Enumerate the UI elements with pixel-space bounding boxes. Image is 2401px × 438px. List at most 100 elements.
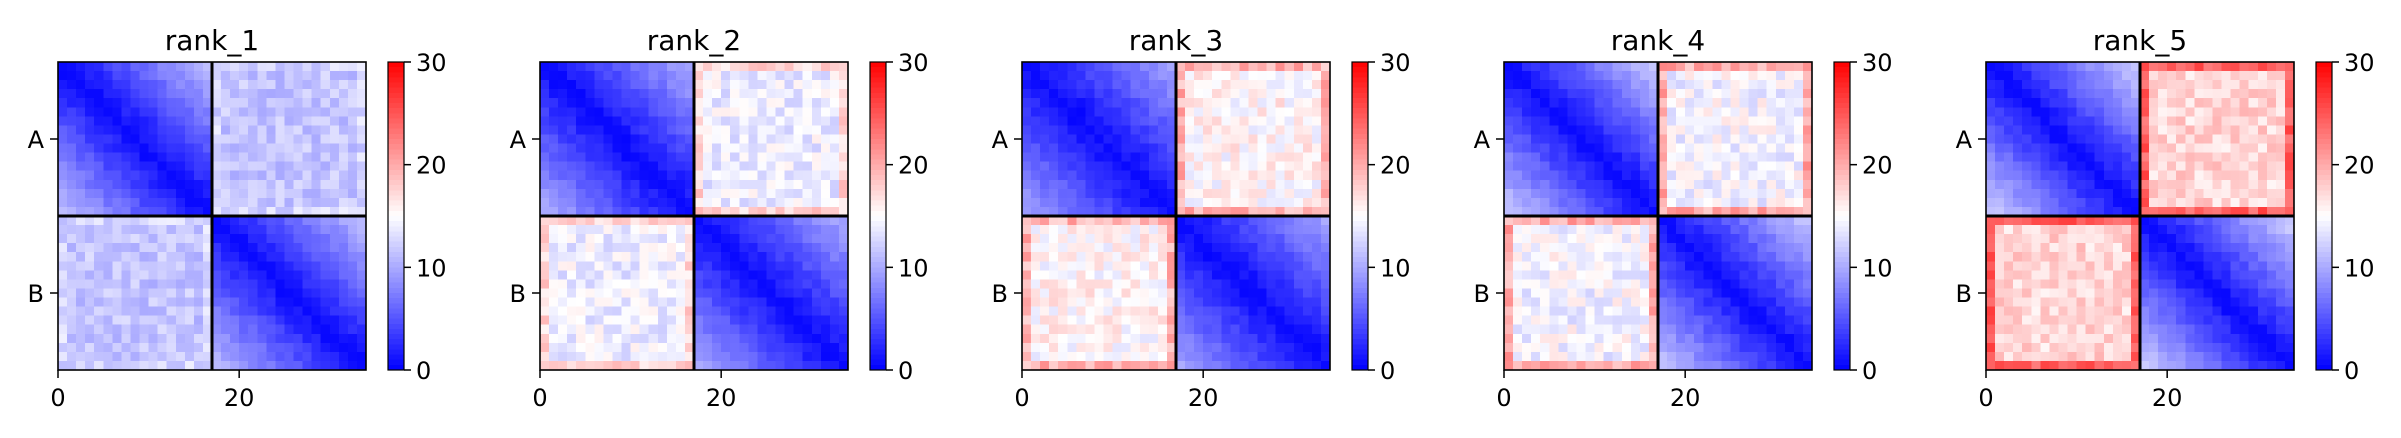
heatmap-cell <box>1694 188 1704 199</box>
heatmap-cell <box>748 261 758 271</box>
heatmap-cell <box>1775 306 1786 317</box>
heatmap-cell <box>757 243 767 253</box>
heatmap-cell <box>1067 252 1077 262</box>
heatmap-cell <box>1221 351 1231 362</box>
heatmap-cell <box>558 143 568 153</box>
heatmap-cell <box>1148 125 1159 135</box>
heatmap-cell <box>1293 89 1304 99</box>
heatmap-cell <box>112 288 122 298</box>
heatmap-cell <box>666 125 677 135</box>
heatmap-cell <box>811 243 822 253</box>
heatmap-cell <box>1648 216 1659 226</box>
heatmap-cell <box>202 342 213 353</box>
heatmap-cell <box>1103 107 1113 117</box>
heatmap-cell <box>166 71 177 81</box>
heatmap-cell <box>1630 116 1641 126</box>
heatmap-cell <box>694 288 704 298</box>
heatmap-cell <box>612 98 622 108</box>
heatmap-cell <box>193 351 204 362</box>
heatmap-cell <box>1076 98 1086 108</box>
heatmap-cell <box>1302 134 1313 144</box>
heatmap-cell <box>1130 297 1141 307</box>
heatmap-cell <box>1721 188 1731 199</box>
heatmap-cell <box>1730 197 1740 208</box>
heatmap-cell <box>1311 98 1322 108</box>
heatmap-cells <box>1504 62 1813 371</box>
heatmap-cell <box>1248 297 1258 307</box>
heatmap-cell <box>1721 80 1731 90</box>
heatmap-cell <box>1194 216 1204 226</box>
heatmap-cell <box>1667 288 1677 298</box>
heatmap-cell <box>166 270 177 280</box>
heatmap-cell <box>1293 62 1304 72</box>
heatmap-cell <box>712 234 722 244</box>
heatmap-cell <box>1540 134 1550 144</box>
heatmap-cell <box>694 188 704 199</box>
colorbar-segment <box>1834 303 1850 309</box>
heatmap-cell <box>829 71 840 81</box>
heatmap-cell <box>1667 125 1677 135</box>
heatmap-cell <box>1549 152 1559 163</box>
heatmap-cell <box>721 324 731 335</box>
heatmap-cell <box>103 188 113 199</box>
heatmap-cell <box>1130 161 1141 172</box>
heatmap-cell <box>1176 333 1186 344</box>
heatmap-cell <box>1022 134 1032 144</box>
heatmap-cell <box>1302 225 1313 235</box>
heatmap-cell <box>775 134 785 144</box>
heatmap-cell <box>338 188 349 199</box>
heatmap-cell <box>130 107 140 117</box>
colorbar-segment <box>1834 205 1850 212</box>
heatmap-cell <box>148 170 159 181</box>
heatmap-cell <box>1040 134 1050 144</box>
heatmap-cell <box>784 351 795 362</box>
heatmap-cell <box>1194 342 1204 353</box>
heatmap-cell <box>784 324 795 335</box>
heatmap-cell <box>1320 333 1331 344</box>
heatmap-cell <box>793 62 804 72</box>
heatmap-cell <box>775 279 785 289</box>
heatmap-cell <box>820 288 831 298</box>
heatmap-cell <box>1302 288 1313 298</box>
heatmap-cell <box>684 80 695 90</box>
heatmap-cell <box>1667 206 1677 217</box>
heatmap-cell <box>1311 234 1322 244</box>
heatmap-cell <box>1320 252 1331 262</box>
heatmap-cell <box>811 71 822 81</box>
heatmap-cell <box>621 315 631 326</box>
heatmap-cell <box>193 243 204 253</box>
heatmap-cell <box>1284 234 1295 244</box>
heatmap-cell <box>1685 116 1695 126</box>
heatmap-cell <box>630 234 641 244</box>
colorbar-segment <box>870 149 886 155</box>
heatmap-cell <box>1221 116 1231 126</box>
heatmap-cell <box>1630 188 1641 199</box>
heatmap-cell <box>1757 188 1768 199</box>
heatmap-cell <box>157 179 168 190</box>
heatmap-cell <box>338 315 349 326</box>
heatmap-cell <box>329 71 340 81</box>
heatmap-cell <box>184 342 195 353</box>
heatmap-cell <box>2140 62 2150 72</box>
heatmap-cell <box>621 306 631 317</box>
heatmap-cell <box>130 360 140 371</box>
heatmap-cell <box>202 89 213 99</box>
heatmap-cell <box>1802 107 1813 117</box>
heatmap-cell <box>1676 342 1686 353</box>
heatmap-cell <box>1748 288 1759 298</box>
heatmap-cell <box>1085 252 1095 262</box>
heatmap-cell <box>838 297 849 307</box>
heatmap-cell <box>1031 161 1041 172</box>
heatmap-cell <box>311 143 322 153</box>
heatmap-cell <box>1667 324 1677 335</box>
colorbar-segment <box>870 308 886 315</box>
heatmap-cell <box>148 279 159 289</box>
heatmap-cell <box>730 89 740 99</box>
heatmap-cell <box>1639 306 1650 317</box>
heatmap-cell <box>1676 125 1686 135</box>
heatmap-cell <box>1085 80 1095 90</box>
heatmap-cell <box>612 270 622 280</box>
heatmap-cell <box>567 98 577 108</box>
heatmap-cell <box>802 216 813 226</box>
heatmap-cell <box>121 188 131 199</box>
